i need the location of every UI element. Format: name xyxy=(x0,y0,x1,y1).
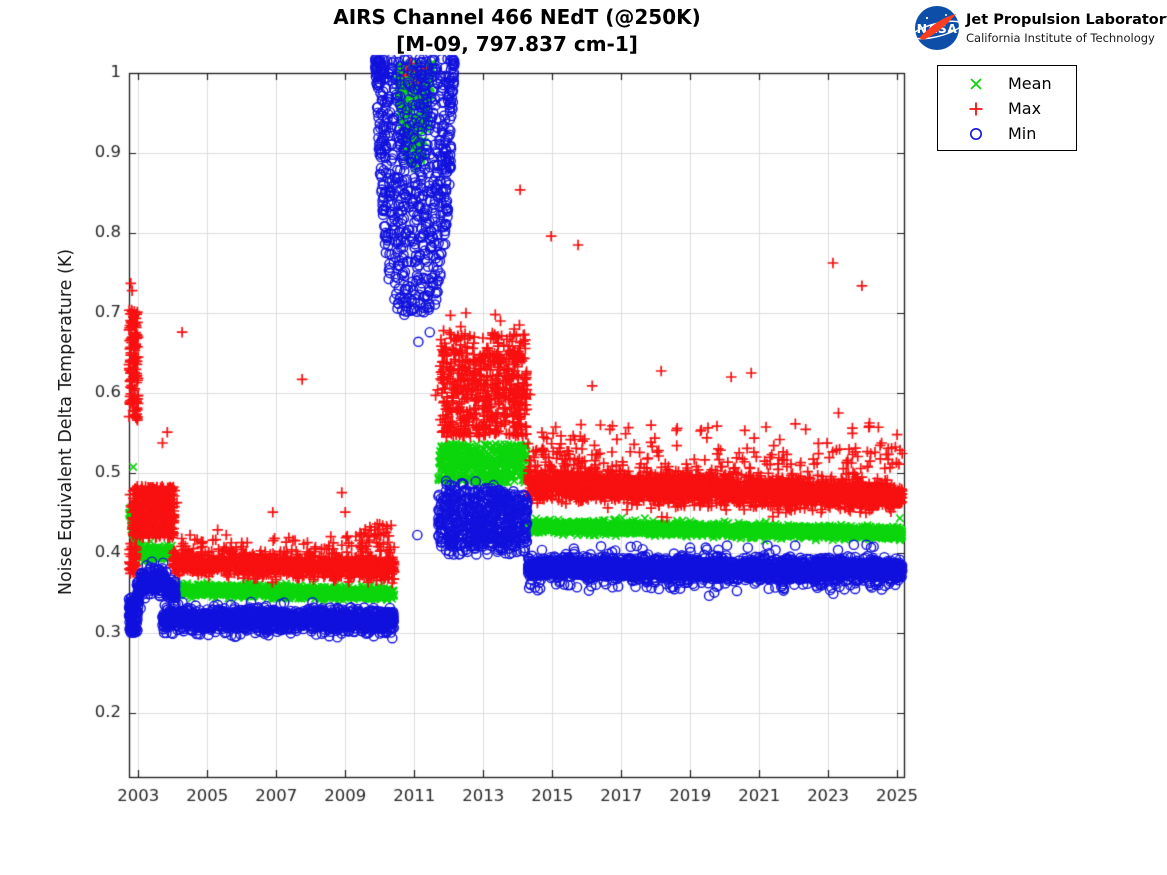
min-circle-marker-icon xyxy=(970,127,982,140)
caltech-name: California Institute of Technology xyxy=(966,31,1155,45)
jpl-logo: NASA Jet Propulsion Laboratory Californi… xyxy=(913,3,1167,53)
y-axis-label: Noise Equivalent Delta Temperature (K) xyxy=(56,248,76,596)
legend-entry-mean: Mean xyxy=(938,71,1076,96)
legend-label-min: Min xyxy=(1008,124,1037,143)
jpl-name: Jet Propulsion Laboratory xyxy=(966,12,1167,28)
max-plus-marker-icon xyxy=(969,102,983,115)
legend-label-max: Max xyxy=(1008,99,1042,118)
chart-subtitle: [M-09, 797.837 cm-1] xyxy=(396,32,638,56)
chart-title: AIRS Channel 466 NEdT (@250K) xyxy=(333,5,701,29)
nasa-meatball-icon: NASA xyxy=(913,6,961,50)
mean-x-marker-icon xyxy=(970,77,982,90)
legend-label-mean: Mean xyxy=(1008,74,1052,93)
legend-box: Mean Max Min xyxy=(937,65,1077,151)
chart-title-block: AIRS Channel 466 NEdT (@250K) [M-09, 797… xyxy=(129,4,905,58)
legend-entry-min: Min xyxy=(938,121,1076,146)
legend-entry-max: Max xyxy=(938,96,1076,121)
